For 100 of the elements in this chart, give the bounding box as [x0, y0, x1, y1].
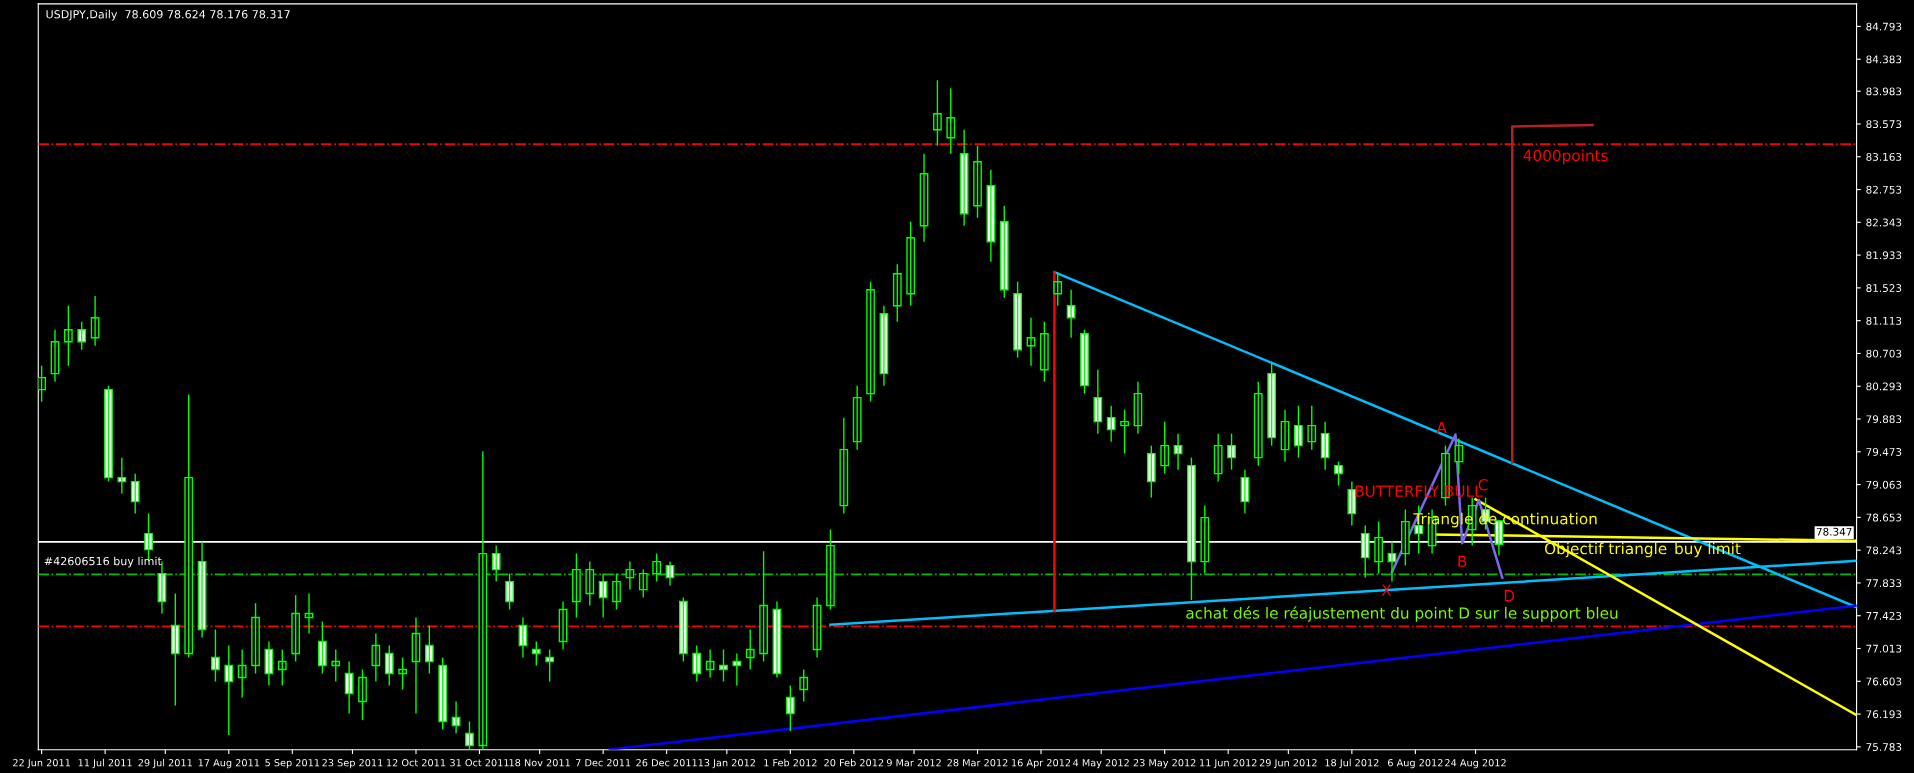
- y-tick-label: 79.883: [1866, 415, 1902, 424]
- candlestick: [799, 668, 809, 703]
- x-tick-label: 22 Jun 2011: [13, 759, 70, 769]
- y-tick-label: 77.013: [1866, 644, 1902, 653]
- y-tick-label: 81.933: [1866, 251, 1902, 260]
- x-tick-label: 13 Jan 2012: [698, 759, 755, 769]
- y-tick-label: 76.603: [1866, 677, 1902, 686]
- y-tick-label: 77.423: [1866, 611, 1902, 620]
- x-tick-label: 12 Oct 2011: [386, 759, 446, 767]
- annotation: 4000points: [1523, 149, 1608, 165]
- x-tick-label: 16 Apr 2012: [1012, 759, 1071, 769]
- y-tick-label: 79.063: [1866, 480, 1902, 489]
- x-tick-label: 11 Jul 2011: [78, 758, 132, 769]
- x-tick-label: 11 Jun 2012: [1200, 759, 1257, 769]
- candlestick: [759, 550, 768, 663]
- y-tick-label: 84.793: [1866, 22, 1902, 31]
- candlestick: [1374, 520, 1383, 575]
- x-tick-label: 20 Feb 2012: [824, 758, 884, 767]
- candlestick: [933, 79, 942, 147]
- candlestick: [652, 552, 662, 583]
- candlestick: [1334, 460, 1343, 487]
- x-tick-label: 17 Aug 2011: [198, 759, 260, 769]
- x-tick-label: 29 Jun 2012: [1259, 759, 1317, 769]
- candlestick: [170, 592, 180, 707]
- candlestick: [1013, 281, 1022, 359]
- x-tick-label: 31 Oct 2011: [450, 759, 509, 767]
- candlestick: [491, 544, 501, 583]
- candlestick: [358, 668, 367, 721]
- x-tick-label: 5 Sep 2011: [265, 759, 320, 769]
- y-tick-label: 78.243: [1866, 546, 1902, 555]
- y-tick-label: 81.113: [1866, 316, 1902, 325]
- y-tick-label: 76.193: [1866, 710, 1902, 719]
- y-tick-label: 79.473: [1866, 448, 1902, 456]
- candlestick: [973, 145, 982, 219]
- y-tick-label: 82.753: [1866, 185, 1902, 194]
- candlestick: [906, 221, 916, 307]
- x-tick-label: 29 Jul 2011: [138, 758, 192, 769]
- x-tick-label: 18 Nov 2011: [509, 759, 570, 767]
- candlestick: [572, 552, 581, 619]
- x-tick-label: 18 Jul 2012: [1325, 758, 1379, 769]
- text: USDJPY,Daily 78.609 78.624 78.176 78.317: [46, 9, 290, 21]
- candlestick: [745, 628, 755, 671]
- candlestick: [184, 393, 194, 659]
- candlestick: [1146, 444, 1156, 499]
- candlestick: [1267, 362, 1277, 447]
- candlestick: [679, 596, 688, 663]
- candlestick: [1160, 420, 1170, 475]
- candlestick: [612, 572, 621, 611]
- candlestick: [585, 560, 595, 607]
- candlestick: [277, 648, 287, 687]
- x-tick-label: 7 Dec 2011: [575, 759, 631, 767]
- candlestick: [77, 321, 87, 351]
- y-tick-label: 83.983: [1866, 87, 1902, 96]
- candlestick: [692, 644, 702, 683]
- x-tick-label: 23 Sep 2011: [322, 759, 383, 769]
- ref-line-label: #42606516 buy limit: [44, 556, 162, 568]
- y-tick-label: 81.523: [1866, 284, 1902, 292]
- candlestick: [892, 263, 902, 323]
- y-tick-label: 83.573: [1866, 120, 1902, 129]
- y-tick-label: 84.383: [1866, 55, 1902, 64]
- y-tick-label: 83.163: [1866, 152, 1902, 161]
- candlestick: [826, 528, 835, 611]
- annotation: A: [1436, 421, 1447, 434]
- y-tick-label: 80.293: [1866, 382, 1902, 391]
- candlestick: [63, 305, 73, 367]
- candlestick: [211, 628, 220, 683]
- candlestick: [1307, 404, 1317, 451]
- candlestick: [104, 384, 113, 483]
- candlestick: [1253, 380, 1263, 467]
- x-tick-label: 1 Feb 2012: [764, 758, 817, 767]
- x-tick-label: 24 Aug 2012: [1445, 759, 1506, 769]
- x-tick-label: 26 Dec 2011: [636, 759, 697, 767]
- candlestick: [438, 656, 448, 731]
- candlestick: [1039, 321, 1049, 383]
- y-tick-label: 77.833: [1866, 579, 1902, 588]
- candlestick: [224, 644, 234, 736]
- y-tick-label: 78.653: [1866, 513, 1902, 522]
- candlestick: [638, 568, 648, 599]
- candlestick: [291, 594, 301, 663]
- annotation: D: [1504, 590, 1515, 602]
- candlestick: [424, 624, 434, 675]
- annotation: B: [1458, 555, 1467, 567]
- candlestick: [1294, 404, 1303, 459]
- candlestick: [1106, 404, 1116, 443]
- candlestick: [1053, 271, 1063, 307]
- x-tick-label: 28 Mar 2012: [947, 759, 1008, 767]
- y-tick-label: 82.343: [1866, 218, 1902, 227]
- candlestick: [251, 602, 260, 675]
- x-tick-label: 6 Aug 2012: [1388, 759, 1443, 769]
- candlestick: [1080, 329, 1089, 395]
- annotation: achat dés le réajustement du point D sur le support bleu: [1186, 606, 1618, 622]
- candlestick: [130, 472, 140, 515]
- candlestick: [946, 87, 956, 155]
- candlestick: [1227, 432, 1236, 471]
- candlestick: [866, 281, 875, 403]
- candlestick: [785, 684, 795, 732]
- candlestick: [1400, 508, 1410, 567]
- y-tick-label: 80.703: [1866, 349, 1902, 358]
- candlestick: [505, 572, 514, 611]
- x-tick-label: 23 May 2012: [1133, 759, 1196, 769]
